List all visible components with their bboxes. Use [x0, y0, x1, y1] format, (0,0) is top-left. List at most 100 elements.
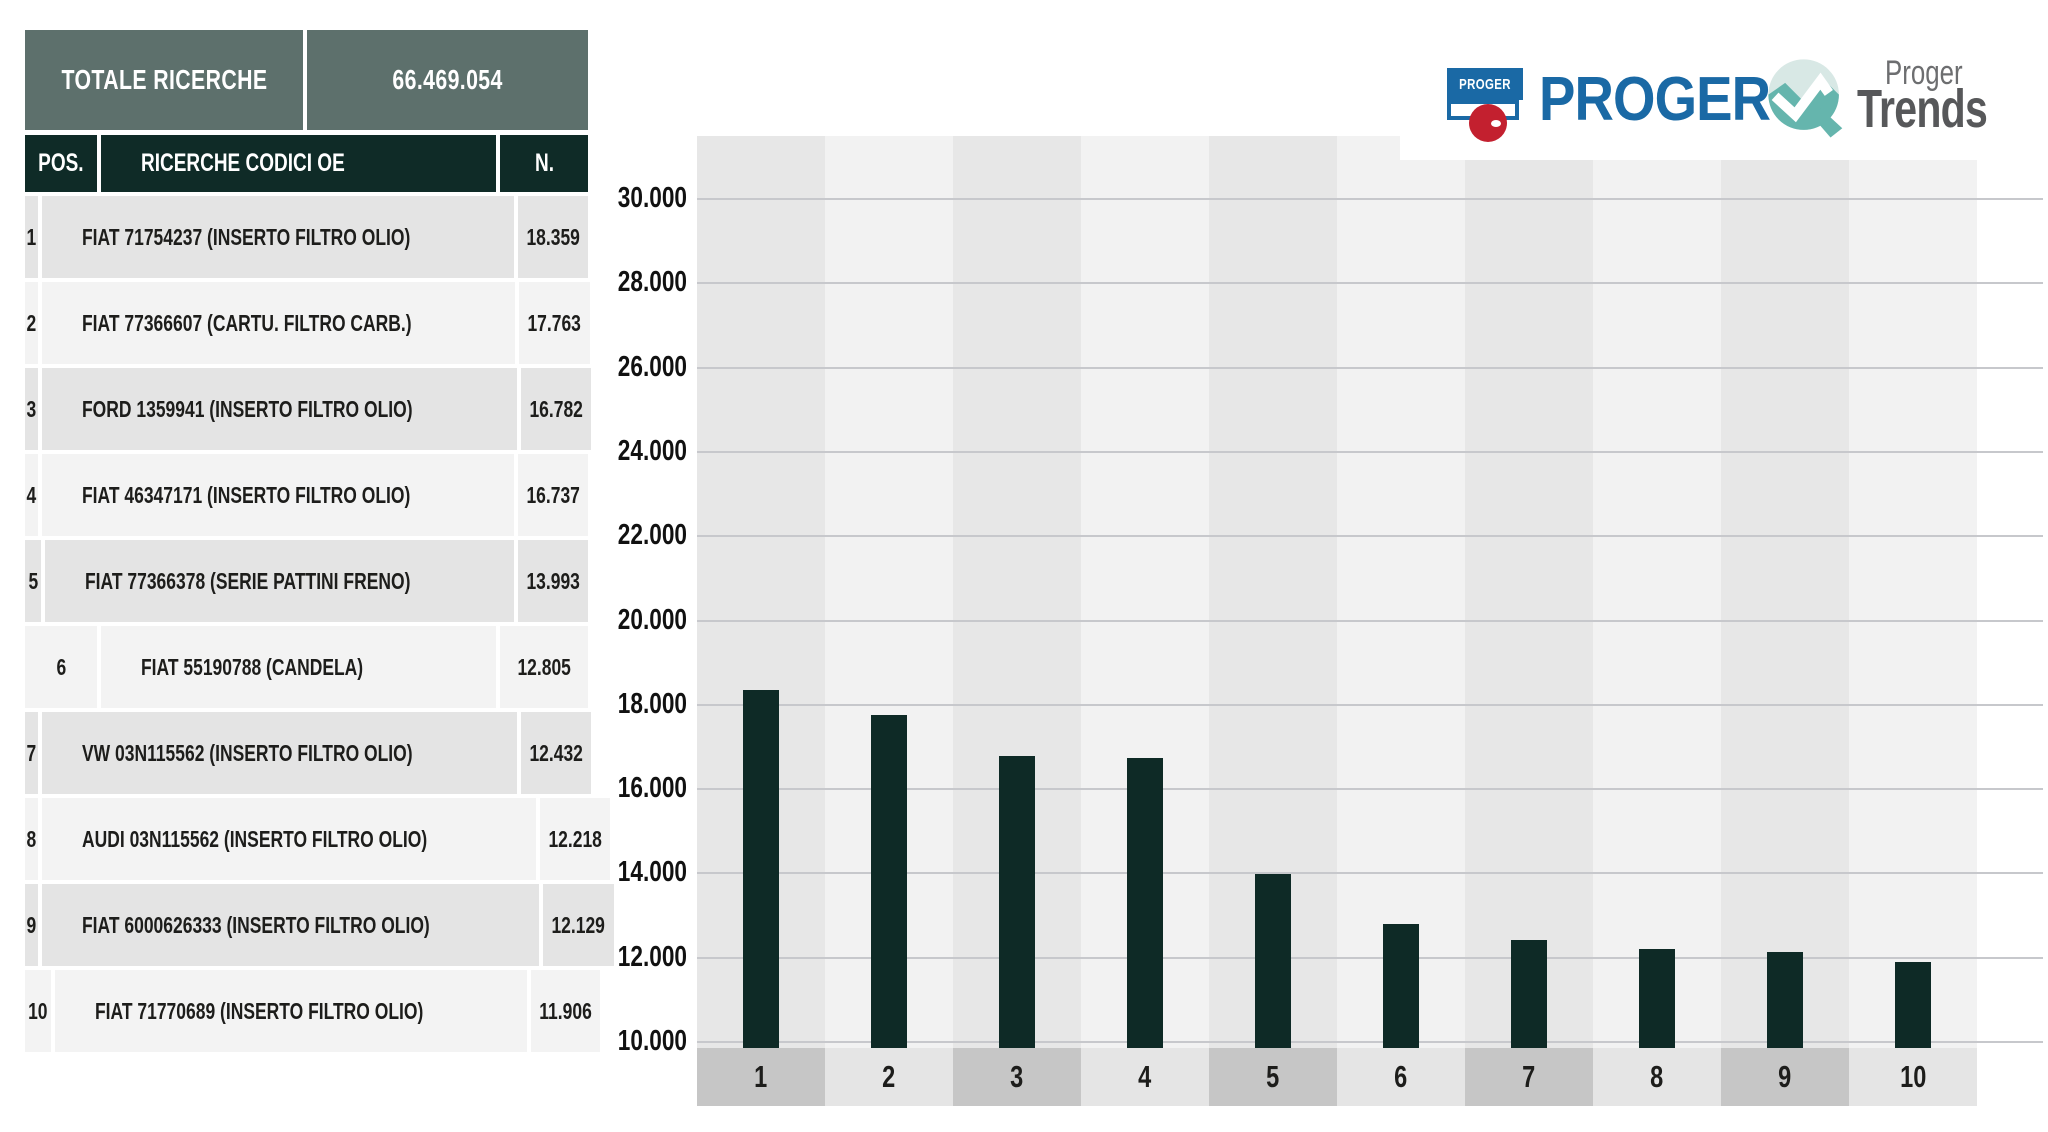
pos-cell: 6 [25, 626, 97, 708]
trends-label-top: Proger [1885, 54, 1963, 92]
proger-flag-icon: PROGER [1447, 68, 1525, 142]
x-axis-label: 3 [953, 1048, 1081, 1106]
table-row: 7 VW 03N115562 (INSERTO FILTRO OLIO) 12.43… [25, 712, 592, 794]
bar [1767, 952, 1803, 1048]
proger-trends-logo: Proger Trends [1765, 52, 2025, 144]
trends-magnifier-icon [1768, 59, 1843, 138]
bar [999, 756, 1035, 1048]
y-axis-label: 10.000 [617, 1025, 687, 1057]
y-axis-label: 30.000 [617, 182, 687, 215]
count-cell: 12.129 [543, 884, 614, 966]
pos-cell: 9 [25, 884, 38, 966]
bar [1255, 873, 1291, 1048]
y-axis-label: 20.000 [617, 603, 687, 636]
proger-flag-text: PROGER [1459, 75, 1511, 93]
column-stripe [1337, 136, 1465, 1048]
total-searches-header: TOTALE RICERCHE 66.469.054 [25, 30, 588, 130]
code-cell: AUDI 03N115562 (INSERTO FILTRO OLIO) [41, 798, 536, 880]
table-row: 8 AUDI 03N115562 (INSERTO FILTRO OLIO) 12.… [25, 798, 611, 880]
proger-logo: PROGER PROGER [1447, 62, 1807, 142]
y-axis-label: 28.000 [617, 266, 687, 299]
bar [871, 714, 907, 1048]
pos-cell: 8 [25, 798, 38, 880]
bar [1127, 758, 1163, 1048]
y-axis-label: 18.000 [617, 687, 687, 720]
column-stripe [1593, 136, 1721, 1048]
y-axis-label: 16.000 [617, 772, 687, 805]
gridline [697, 956, 2043, 959]
y-axis-label: 22.000 [617, 519, 687, 552]
count-cell: 17.763 [519, 282, 590, 364]
column-header-pos: POS. [25, 135, 97, 192]
bar [1511, 939, 1547, 1048]
code-cell: FORD 1359941 (INSERTO FILTRO OLIO) [41, 368, 517, 450]
x-axis-label: 9 [1721, 1048, 1849, 1106]
pos-cell: 5 [25, 540, 42, 622]
table-row: 2 FIAT 77366607 (CARTU. FILTRO CARB.) 17.7… [25, 282, 590, 364]
y-axis-label: 24.000 [617, 435, 687, 468]
code-cell: FIAT 77366607 (CARTU. FILTRO CARB.) [41, 282, 516, 364]
proger-wordmark: PROGER [1539, 65, 1771, 134]
x-axis-label: 2 [825, 1048, 953, 1106]
count-cell: 18.359 [517, 196, 589, 278]
code-cell: FIAT 55190788 (CANDELA) [101, 626, 496, 708]
x-axis-label: 4 [1081, 1048, 1209, 1106]
chart-top-right-notch [1400, 130, 2048, 160]
count-cell: 11.906 [530, 970, 600, 1052]
total-searches-label: TOTALE RICERCHE [61, 64, 267, 95]
table-row: 4 FIAT 46347171 (INSERTO FILTRO OLIO) 16.7… [25, 454, 589, 536]
x-axis-label: 1 [697, 1048, 825, 1106]
count-cell: 12.218 [539, 798, 611, 880]
x-axis-label: 6 [1337, 1048, 1465, 1106]
code-cell: FIAT 71754237 (INSERTO FILTRO OLIO) [41, 196, 514, 278]
y-axis-label: 14.000 [617, 856, 687, 889]
table-row: 1 FIAT 71754237 (INSERTO FILTRO OLIO) 18.3… [25, 196, 589, 278]
code-cell: VW 03N115562 (INSERTO FILTRO OLIO) [41, 712, 517, 794]
gridline [697, 619, 2043, 622]
gridline [697, 872, 2043, 875]
total-searches-label-cell: TOTALE RICERCHE [25, 30, 303, 130]
column-stripe [1849, 136, 1977, 1048]
y-axis-label: 12.000 [617, 940, 687, 973]
pos-cell: 10 [25, 970, 51, 1052]
column-stripe [1465, 136, 1593, 1048]
column-header-count: N. [500, 135, 588, 192]
table-row: 9 FIAT 6000626333 (INSERTO FILTRO OLIO) 12… [25, 884, 614, 966]
pos-cell: 2 [25, 282, 38, 364]
x-axis-label: 5 [1209, 1048, 1337, 1106]
pos-cell: 4 [25, 454, 38, 536]
gridline [697, 535, 2043, 538]
bar [1639, 948, 1675, 1048]
total-searches-value-cell: 66.469.054 [307, 30, 588, 130]
count-cell: 12.432 [520, 712, 592, 794]
ranking-table-header: POS. RICERCHE CODICI OE N. [25, 135, 588, 192]
code-cell: FIAT 6000626333 (INSERTO FILTRO OLIO) [41, 884, 540, 966]
gridline [697, 788, 2043, 791]
gridline [697, 451, 2043, 454]
code-cell: FIAT 46347171 (INSERTO FILTRO OLIO) [41, 454, 514, 536]
bar [1383, 923, 1419, 1048]
table-row: 10 FIAT 71770689 (INSERTO FILTRO OLIO) 11.… [25, 970, 600, 1052]
pos-cell: 3 [25, 368, 38, 450]
table-row: 3 FORD 1359941 (INSERTO FILTRO OLIO) 16.78… [25, 368, 592, 450]
table-row: 6 FIAT 55190788 (CANDELA) 12.805 [25, 626, 588, 708]
column-header-code: RICERCHE CODICI OE [101, 135, 496, 192]
x-axis-label: 7 [1465, 1048, 1593, 1106]
gridline [697, 282, 2043, 285]
trends-label-bottom: Trends [1857, 79, 1988, 139]
column-stripe [1721, 136, 1849, 1048]
bar [1895, 961, 1931, 1048]
pos-cell: 1 [25, 196, 38, 278]
pos-cell: 7 [25, 712, 38, 794]
gridline [697, 703, 2043, 706]
proger-ball-icon [1469, 104, 1507, 142]
count-cell: 12.805 [500, 626, 588, 708]
gridline [697, 366, 2043, 369]
count-cell: 16.782 [520, 368, 592, 450]
table-row: 5 FIAT 77366378 (SERIE PATTINI FRENO) 13.9… [25, 540, 588, 622]
total-searches-value: 66.469.054 [392, 64, 503, 95]
y-axis-label: 26.000 [617, 350, 687, 383]
bar [743, 689, 779, 1048]
gridline [697, 198, 2043, 201]
code-cell: FIAT 77366378 (SERIE PATTINI FRENO) [45, 540, 514, 622]
